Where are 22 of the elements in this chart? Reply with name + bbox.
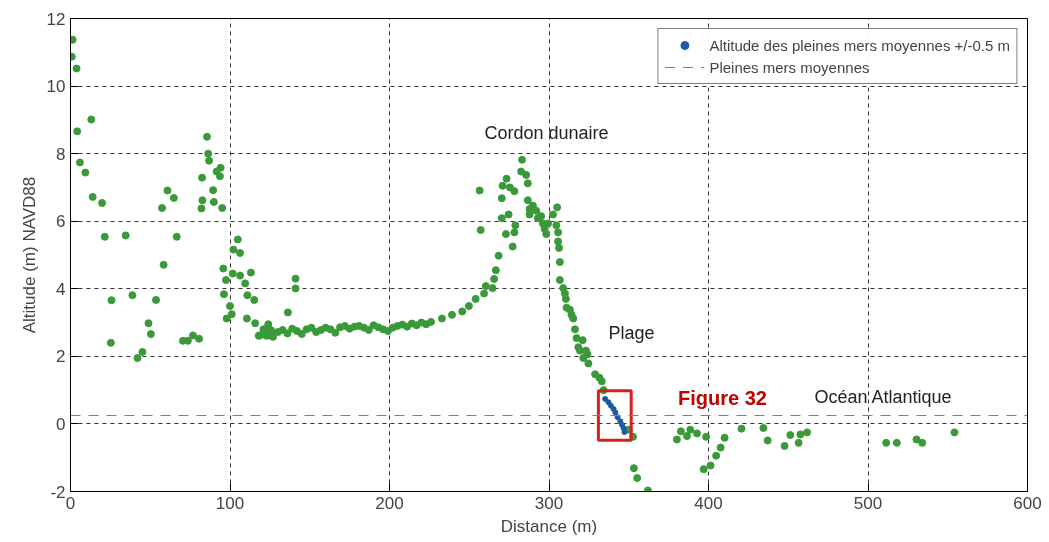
legend-label: Pleines mers moyennes [709,58,871,76]
y-axis-title: Altitude (m) NAVD88 [19,176,39,334]
annotation: Plage [608,322,655,343]
y-tick-label: 12 [46,9,66,29]
legend-label: Altitude des pleines mers moyennes +/-0.5 m [709,36,1010,54]
x-tick-label: 500 [853,493,883,513]
annotation: Cordon dunaire [484,122,609,143]
y-tick-label: -2 [50,482,66,502]
y-tick-label: 10 [46,77,66,97]
annotation: Océan Atlantique [814,386,952,407]
x-tick-label: 600 [1013,493,1042,513]
x-tick-label: 200 [375,493,404,513]
y-tick-label: 8 [56,144,66,164]
x-tick-label: 300 [534,493,564,513]
y-tick-label: 0 [56,414,66,434]
x-axis-title: Distance (m) [500,516,598,536]
x-tick-label: 400 [694,493,723,513]
y-tick-label: 4 [56,279,66,299]
x-tick-label: 100 [215,493,245,513]
annotation: Figure 32 [678,386,767,409]
y-tick-label: 2 [56,347,66,367]
y-tick-label: 6 [56,212,66,232]
